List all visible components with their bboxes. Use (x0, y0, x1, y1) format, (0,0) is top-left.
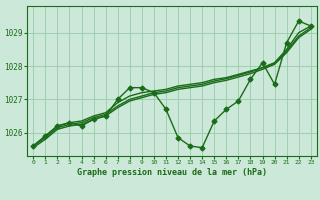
X-axis label: Graphe pression niveau de la mer (hPa): Graphe pression niveau de la mer (hPa) (77, 168, 267, 177)
